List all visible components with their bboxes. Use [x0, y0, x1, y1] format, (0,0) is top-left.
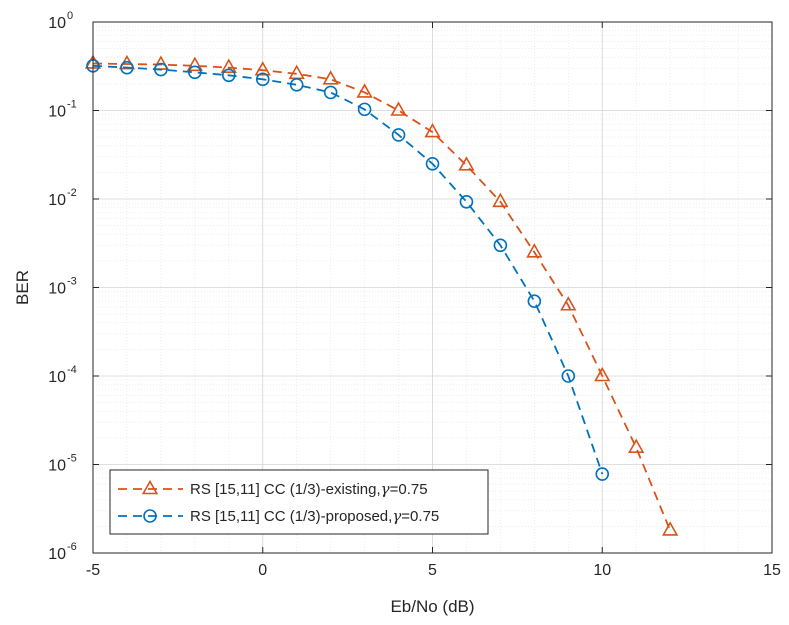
legend-label-symbol: γ: [381, 480, 390, 498]
data-point: [390, 101, 407, 116]
y-tick-label-base: 10: [48, 369, 66, 386]
x-tick-label: 5: [428, 562, 437, 579]
y-tick-label: 10 -3: [48, 276, 77, 298]
y-tick-label-exponent: -2: [67, 187, 77, 199]
data-point: [120, 60, 134, 75]
legend-marker: [143, 509, 157, 523]
y-tick-label-exponent: -1: [67, 99, 77, 111]
data-point: [222, 68, 236, 83]
x-tick-label: 10: [593, 562, 611, 579]
data-point: [594, 366, 611, 382]
y-axis-label: BER: [13, 270, 32, 305]
legend-label-suffix: =0.75: [401, 508, 439, 525]
data-point: [425, 156, 440, 171]
x-axis-label: Eb/No (dB): [390, 597, 474, 616]
y-tick-label-base: 10: [48, 458, 66, 475]
data-point: [561, 369, 576, 383]
x-tick-label: -5: [86, 562, 100, 579]
y-tick-label-exponent: -4: [67, 364, 77, 376]
data-point: [356, 83, 373, 98]
legend-label: RS [15,11] CC (1/3)-proposed,γ=0.75: [190, 507, 439, 525]
data-point: [289, 78, 304, 92]
data-point: [186, 56, 203, 72]
axes: [92, 21, 773, 554]
data-point: [188, 65, 202, 80]
y-tick-label-exponent: -3: [67, 276, 77, 288]
legend-item: RS [15,11] CC (1/3)-existing,γ=0.75: [118, 479, 428, 498]
legend-item: RS [15,11] CC (1/3)-proposed,γ=0.75: [118, 507, 439, 525]
y-tick-label-base: 10: [48, 15, 66, 32]
series-line: [92, 62, 671, 531]
data-point: [357, 102, 372, 117]
y-tick-label-base: 10: [48, 104, 66, 121]
y-tick-label-exponent: -6: [67, 541, 77, 553]
legend-marker: [141, 479, 159, 495]
y-tick-label: 10 -4: [48, 364, 77, 386]
series-line: [92, 64, 604, 475]
y-tick-label: 10 -5: [48, 453, 77, 475]
y-tick-label-base: 10: [48, 281, 66, 298]
y-tick-label: 10 0: [48, 10, 73, 32]
x-tick-label: 0: [258, 562, 267, 579]
series-group: [86, 58, 610, 481]
legend-label-symbol: γ: [392, 507, 401, 525]
data-point: [424, 122, 441, 138]
data-point: [662, 521, 679, 536]
legend-label-prefix: RS [15,11] CC (1/3)-existing,: [190, 481, 381, 498]
data-point: [527, 294, 542, 309]
legend-label: RS [15,11] CC (1/3)-existing,γ=0.75: [190, 480, 428, 498]
data-point: [391, 128, 406, 142]
y-tick-label-exponent: 0: [67, 10, 73, 22]
data-point: [154, 62, 168, 77]
series-layer: [84, 54, 679, 536]
data-point: [628, 438, 645, 453]
data-point: [560, 296, 577, 311]
data-point: [493, 238, 508, 253]
y-tick-label-base: 10: [48, 546, 66, 563]
data-point: [254, 61, 271, 76]
data-point: [492, 192, 509, 208]
legend-label-suffix: =0.75: [390, 481, 428, 498]
y-tick-label: 10 -6: [48, 541, 77, 563]
y-tick-label-exponent: -5: [67, 453, 77, 465]
y-tick-label-base: 10: [48, 192, 66, 209]
data-point: [595, 467, 610, 481]
data-point: [458, 156, 475, 171]
data-point: [459, 194, 474, 209]
legend-box: [109, 469, 489, 535]
x-tick-label: 15: [763, 562, 781, 579]
data-point: [220, 58, 237, 73]
data-point: [322, 70, 339, 85]
data-point: [323, 85, 338, 100]
y-tick-label: 10 -2: [48, 187, 77, 209]
data-point: [526, 243, 543, 258]
legend-label-prefix: RS [15,11] CC (1/3)-proposed,: [190, 508, 392, 525]
data-point: [255, 72, 270, 87]
y-tick-label: 10 -1: [48, 99, 77, 121]
